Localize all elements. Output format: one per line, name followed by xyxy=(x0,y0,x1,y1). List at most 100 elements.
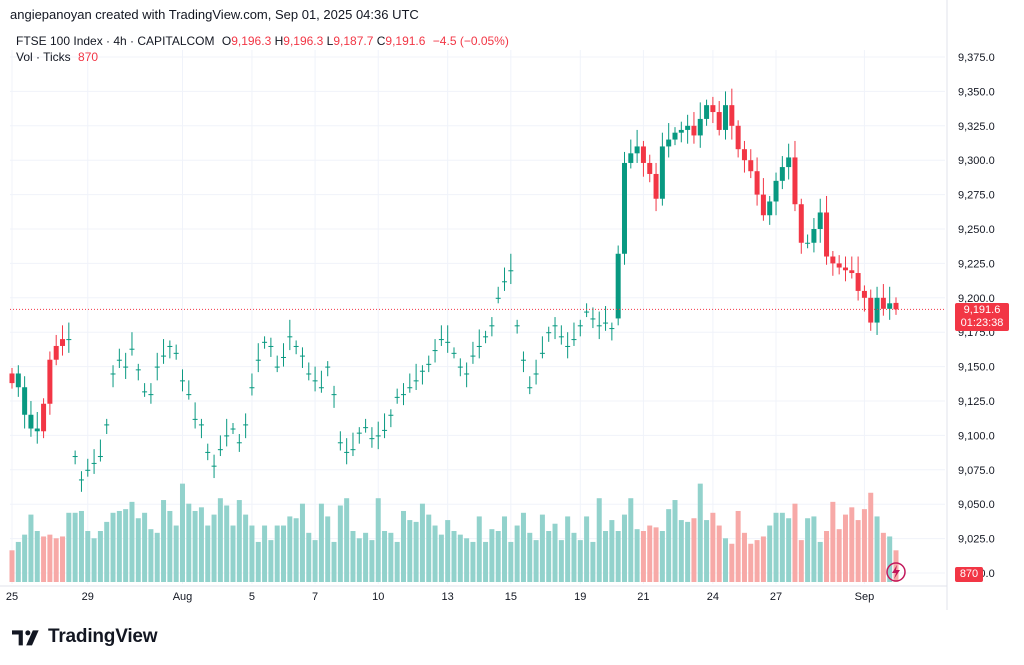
candle-body xyxy=(590,318,596,320)
volume-bar xyxy=(142,512,148,582)
volume-bar xyxy=(659,531,665,582)
volume-bar xyxy=(893,550,899,582)
candle-body xyxy=(640,146,646,163)
candle-body xyxy=(186,394,192,396)
volume-bar xyxy=(615,531,621,582)
candle-body xyxy=(653,173,659,199)
legend-symbol[interactable]: FTSE 100 Index · 4h · CAPITALCOM xyxy=(16,34,215,48)
volume-bar xyxy=(262,525,268,582)
candle-body xyxy=(110,373,116,375)
candle-body xyxy=(476,345,482,347)
volume-bar xyxy=(704,520,710,582)
candle-body xyxy=(173,352,179,354)
time-axis[interactable]: 25 29 Aug 5 7 10 13 15 19 21 24 27 Sep xyxy=(0,585,947,603)
price-tick-label: 9,075.0 xyxy=(958,465,995,477)
volume-bar xyxy=(590,541,596,582)
candle-body xyxy=(312,380,318,382)
candle-body xyxy=(388,414,394,416)
volume-bar xyxy=(281,525,287,582)
candle-body xyxy=(331,394,337,396)
volume-bar xyxy=(697,483,703,582)
volume-bar xyxy=(836,529,842,582)
candle-body xyxy=(830,256,836,264)
time-tick-label: 7 xyxy=(312,591,318,603)
candle-body xyxy=(893,302,899,310)
candle-body xyxy=(539,352,545,354)
legend-volume-value: 870 xyxy=(78,50,99,64)
volume-bar xyxy=(60,536,66,582)
price-tick-label: 9,350.0 xyxy=(958,86,995,98)
volume-bar xyxy=(464,538,470,582)
volume-bar xyxy=(855,520,861,582)
candle-body xyxy=(489,325,495,327)
candle-body xyxy=(53,345,59,360)
candle-body xyxy=(464,373,470,375)
candle-body xyxy=(400,394,406,396)
price-tick-label: 9,325.0 xyxy=(958,121,995,133)
legend-close-value: 9,191.6 xyxy=(385,34,426,48)
volume-bar xyxy=(577,540,583,582)
candle-body xyxy=(697,118,703,136)
candle-body xyxy=(198,424,204,426)
volume-bar xyxy=(748,543,754,582)
volume-bar xyxy=(407,520,413,582)
candle-body xyxy=(47,359,53,404)
time-tick-label: 21 xyxy=(637,591,649,603)
candle-body xyxy=(685,125,691,130)
volume-bar xyxy=(470,541,476,582)
volume-bar xyxy=(123,509,129,582)
candle-body xyxy=(520,359,526,361)
volume-bar xyxy=(849,507,855,582)
volume-bar xyxy=(887,536,893,582)
candle-body xyxy=(735,125,741,150)
time-tick-label: 24 xyxy=(707,591,719,603)
candle-body xyxy=(299,355,305,357)
volume-bar xyxy=(868,492,874,582)
candle-body xyxy=(792,157,798,205)
legend-change: −4.5 (−0.05%) xyxy=(432,34,509,48)
candle-body xyxy=(287,336,293,338)
candle-body xyxy=(887,303,893,309)
volume-bar xyxy=(388,532,394,582)
volume-bar xyxy=(318,503,324,582)
candle-body xyxy=(142,391,148,393)
candle-body xyxy=(754,171,760,195)
volume-bar xyxy=(72,512,78,582)
price-tick-label: 9,250.0 xyxy=(958,224,995,236)
candle-body xyxy=(363,427,369,429)
candle-body xyxy=(154,366,160,368)
volume-bar xyxy=(653,527,659,582)
volume-bar xyxy=(135,518,141,582)
candle-body xyxy=(432,350,438,352)
volume-bar xyxy=(723,538,729,582)
volume-bar xyxy=(161,500,167,582)
candle-body xyxy=(565,345,571,347)
volume-bar xyxy=(344,498,350,582)
candle-body xyxy=(129,348,135,350)
candle-body xyxy=(356,432,362,434)
volume-bar xyxy=(760,536,766,582)
candle-body xyxy=(230,428,236,430)
candle-body xyxy=(205,451,211,453)
legend-volume-label[interactable]: Vol · Ticks xyxy=(16,50,71,64)
candle-body xyxy=(723,105,729,130)
volume-bar xyxy=(874,516,880,582)
candle-body xyxy=(817,212,823,229)
price-tick-label: 9,100.0 xyxy=(958,430,995,442)
volume-bar xyxy=(483,541,489,582)
candle-body xyxy=(28,414,34,429)
volume-bar xyxy=(356,538,362,582)
volume-bar xyxy=(514,525,520,582)
price-tick-label: 9,200.0 xyxy=(958,293,995,305)
volume-bar xyxy=(735,510,741,582)
volume-bar xyxy=(861,509,867,582)
legend-high-label: H xyxy=(274,34,284,48)
price-tick-label: 9,300.0 xyxy=(958,155,995,167)
volume-bar xyxy=(312,540,318,582)
flash-icon[interactable] xyxy=(885,561,907,583)
volume-bar xyxy=(786,518,792,582)
volume-bar xyxy=(716,525,722,582)
volume-bar xyxy=(268,540,274,582)
volume-bar xyxy=(28,514,34,582)
